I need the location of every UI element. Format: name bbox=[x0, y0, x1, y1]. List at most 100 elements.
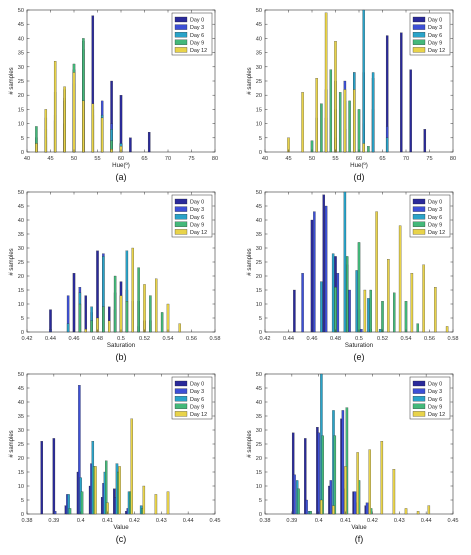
y-tick-label: 50 bbox=[256, 190, 262, 196]
bar-2 bbox=[306, 500, 308, 514]
x-tick-label: 40 bbox=[262, 156, 268, 162]
legend-swatch bbox=[413, 411, 425, 416]
y-axis-label: # samples bbox=[9, 430, 15, 457]
y-tick-label: 25 bbox=[18, 260, 24, 266]
legend-label: Day 0 bbox=[190, 18, 204, 24]
legend-swatch bbox=[413, 207, 425, 212]
legend-label: Day 12 bbox=[190, 230, 207, 236]
x-axis-label: Value bbox=[113, 524, 129, 531]
x-tick-label: 40 bbox=[24, 156, 30, 162]
x-tick-label: 0.54 bbox=[401, 336, 412, 342]
legend-label: Day 0 bbox=[190, 200, 204, 206]
bar-3 bbox=[320, 282, 322, 332]
bar-4 bbox=[370, 290, 372, 332]
y-tick-label: 40 bbox=[256, 400, 262, 406]
bar-2 bbox=[325, 206, 327, 332]
x-tick-label: 70 bbox=[165, 156, 171, 162]
legend-label: Day 3 bbox=[428, 25, 442, 31]
panel-label: (f) bbox=[355, 534, 364, 544]
bar-4 bbox=[81, 492, 83, 514]
bar-1 bbox=[323, 195, 325, 332]
y-tick-label: 50 bbox=[18, 372, 24, 378]
legend-swatch bbox=[175, 411, 187, 416]
legend-label: Day 6 bbox=[190, 215, 204, 221]
y-tick-label: 5 bbox=[21, 316, 24, 322]
legend-swatch bbox=[413, 17, 425, 22]
bar-5 bbox=[381, 441, 383, 514]
bar-1 bbox=[424, 129, 426, 152]
legend-label: Day 6 bbox=[428, 397, 442, 403]
x-tick-label: 0.58 bbox=[210, 336, 221, 342]
legend-label: Day 6 bbox=[190, 33, 204, 39]
bar-5 bbox=[119, 466, 121, 514]
bar-5 bbox=[54, 61, 56, 152]
x-tick-label: 0.45 bbox=[448, 518, 459, 524]
legend-label: Day 3 bbox=[190, 207, 204, 213]
bar-5 bbox=[131, 419, 133, 514]
chart-panel-3: 051015202530354045500.42 0.44 0.46 0.48 0.5 0… bbox=[9, 190, 220, 362]
y-tick-label: 10 bbox=[256, 122, 262, 128]
legend-swatch bbox=[175, 389, 187, 394]
y-tick-label: 45 bbox=[256, 22, 262, 28]
x-tick-label: 0.45 bbox=[210, 518, 221, 524]
bar-4 bbox=[417, 324, 419, 332]
bar-2 bbox=[337, 273, 339, 332]
legend-label: Day 12 bbox=[428, 412, 445, 418]
bar-1 bbox=[53, 438, 55, 514]
y-tick-label: 20 bbox=[256, 274, 262, 280]
bar-5 bbox=[399, 226, 401, 332]
bar-5 bbox=[108, 321, 110, 332]
bar-4 bbox=[346, 256, 348, 332]
bar-5 bbox=[344, 466, 346, 514]
y-tick-label: 10 bbox=[256, 302, 262, 308]
legend-swatch bbox=[175, 199, 187, 204]
bar-5 bbox=[428, 506, 430, 514]
bar-5 bbox=[155, 494, 157, 514]
x-axis-label: Saturation bbox=[345, 342, 374, 349]
bar-2 bbox=[360, 329, 362, 332]
x-tick-label: 0.52 bbox=[377, 336, 388, 342]
y-tick-label: 10 bbox=[18, 484, 24, 490]
bar-3 bbox=[367, 298, 369, 332]
legend-label: Day 3 bbox=[190, 389, 204, 395]
y-tick-label: 30 bbox=[18, 428, 24, 434]
y-tick-label: 10 bbox=[18, 122, 24, 128]
bar-1 bbox=[49, 310, 51, 332]
legend-swatch bbox=[175, 396, 187, 401]
chart-panel-1: 0510152025303540455040 45 50 55 60 65 70 75 80Hu… bbox=[9, 8, 218, 182]
x-tick-label: 0.4 bbox=[77, 518, 85, 524]
panel-label: (a) bbox=[116, 172, 127, 182]
y-tick-label: 25 bbox=[18, 442, 24, 448]
legend-label: Day 0 bbox=[428, 18, 442, 24]
y-tick-label: 5 bbox=[259, 136, 262, 142]
x-tick-label: 70 bbox=[403, 156, 409, 162]
y-tick-label: 5 bbox=[259, 316, 262, 322]
legend-swatch bbox=[175, 25, 187, 30]
bar-1 bbox=[293, 290, 295, 332]
y-tick-label: 50 bbox=[256, 372, 262, 378]
x-tick-label: 75 bbox=[188, 156, 194, 162]
y-tick-label: 20 bbox=[18, 93, 24, 99]
bar-2 bbox=[354, 492, 356, 514]
bar-5 bbox=[35, 143, 37, 152]
legend-swatch bbox=[413, 199, 425, 204]
bar-3 bbox=[386, 138, 388, 152]
x-tick-label: 0.48 bbox=[330, 336, 341, 342]
legend-label: Day 9 bbox=[190, 404, 204, 410]
x-tick-label: 0.38 bbox=[22, 518, 33, 524]
bar-4 bbox=[349, 101, 351, 152]
bar-1 bbox=[311, 220, 313, 332]
y-tick-label: 30 bbox=[18, 246, 24, 252]
legend-label: Day 0 bbox=[190, 382, 204, 388]
bar-2 bbox=[318, 433, 320, 514]
x-tick-label: 65 bbox=[141, 156, 147, 162]
bar-5 bbox=[332, 506, 334, 514]
legend-label: Day 6 bbox=[428, 215, 442, 221]
y-tick-label: 10 bbox=[256, 484, 262, 490]
y-tick-label: 35 bbox=[256, 51, 262, 57]
bar-5 bbox=[353, 90, 355, 152]
legend-swatch bbox=[175, 229, 187, 234]
y-axis-label: # samples bbox=[9, 248, 15, 275]
